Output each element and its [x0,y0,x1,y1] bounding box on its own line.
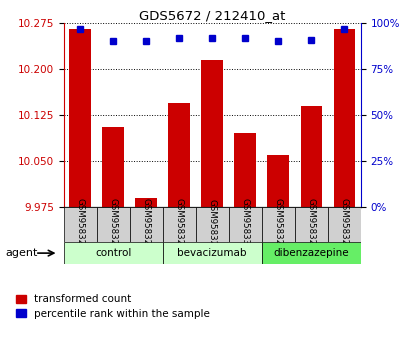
Title: GDS5672 / 212410_at: GDS5672 / 212410_at [139,9,285,22]
Text: GSM958328: GSM958328 [174,199,183,251]
FancyBboxPatch shape [63,242,162,264]
Text: GSM958325: GSM958325 [273,199,282,251]
FancyBboxPatch shape [261,242,360,264]
Legend: transformed count, percentile rank within the sample: transformed count, percentile rank withi… [12,290,213,323]
Bar [135,198,157,207]
Bar [102,127,124,207]
Text: GSM958323: GSM958323 [108,199,117,251]
FancyBboxPatch shape [294,207,327,242]
FancyBboxPatch shape [162,242,261,264]
Text: GSM958322: GSM958322 [75,199,84,251]
FancyBboxPatch shape [228,207,261,242]
Text: control: control [94,248,131,258]
Text: GSM958329: GSM958329 [207,199,216,251]
Text: GSM958324: GSM958324 [141,199,150,251]
Bar [69,29,90,207]
Text: agent: agent [5,248,37,258]
Bar [333,29,354,207]
Text: dibenzazepine: dibenzazepine [273,248,348,258]
FancyBboxPatch shape [327,207,360,242]
Bar [201,60,222,207]
Text: GSM958327: GSM958327 [339,199,348,251]
Bar [234,133,255,207]
FancyBboxPatch shape [129,207,162,242]
Text: bevacizumab: bevacizumab [177,248,246,258]
Text: GSM958326: GSM958326 [306,199,315,251]
FancyBboxPatch shape [261,207,294,242]
FancyBboxPatch shape [63,207,97,242]
Bar [267,155,288,207]
Text: GSM958330: GSM958330 [240,199,249,251]
FancyBboxPatch shape [195,207,228,242]
Bar [300,106,321,207]
FancyBboxPatch shape [162,207,195,242]
Bar [168,103,189,207]
FancyBboxPatch shape [97,207,129,242]
